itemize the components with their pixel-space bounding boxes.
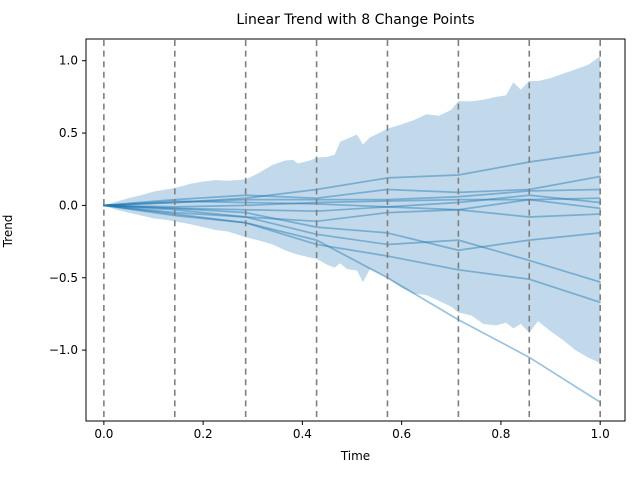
- y-tick-label: 0.0: [59, 198, 78, 212]
- x-tick-label: 0.4: [293, 427, 312, 441]
- y-tick-label: 0.5: [59, 126, 78, 140]
- x-tick-label: 0.0: [94, 427, 113, 441]
- trend-line-sample-7: [103, 204, 602, 223]
- y-axis-label: Trend: [1, 214, 15, 248]
- x-axis-label: Time: [340, 449, 371, 463]
- trend-line-sample-2: [103, 175, 602, 207]
- plot-area-border: [85, 38, 626, 422]
- y-tick-label: −0.5: [49, 271, 78, 285]
- x-tick-label: 0.8: [491, 427, 510, 441]
- x-tick-label: 0.6: [392, 427, 411, 441]
- x-tick-label: 1.0: [591, 427, 610, 441]
- trend-line-sample-9: [103, 204, 602, 283]
- y-tick-label: −1.0: [49, 343, 78, 357]
- trend-line-sample-6: [103, 198, 602, 213]
- trend-line-sample-8: [103, 204, 602, 252]
- trend-line-sample-1: [103, 151, 602, 207]
- trend-line-sample-10: [103, 204, 602, 304]
- x-tick-label: 0.2: [194, 427, 213, 441]
- trend-line-sample-11: [103, 204, 602, 404]
- confidence-band: [103, 56, 601, 364]
- trend-line-sample-4: [103, 197, 602, 208]
- y-tick-label: 1.0: [59, 54, 78, 68]
- trend-line-sample-5: [103, 194, 602, 208]
- trend-line-sample-3: [103, 188, 602, 207]
- chart-title: Linear Trend with 8 Change Points: [236, 12, 475, 28]
